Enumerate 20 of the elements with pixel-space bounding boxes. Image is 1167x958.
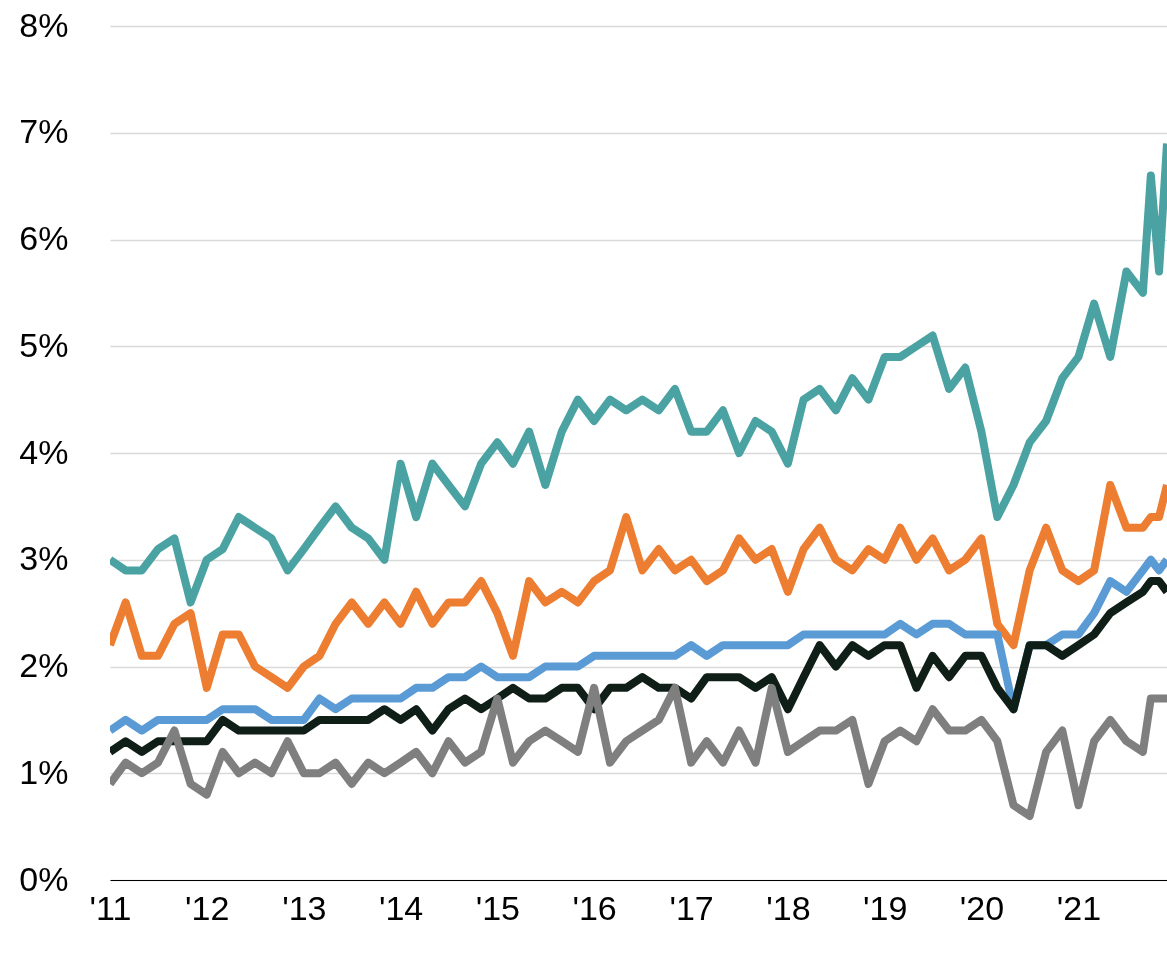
x-tick-label: '17 <box>669 888 714 927</box>
y-tick-label: 4% <box>19 432 69 471</box>
y-tick-label: 8% <box>19 5 69 44</box>
y-tick-label: 3% <box>19 539 69 578</box>
x-tick-label: '21 <box>1056 888 1102 927</box>
x-tick-label: '15 <box>475 888 520 927</box>
y-tick-label: 5% <box>19 325 69 364</box>
x-tick-label: '16 <box>572 888 617 927</box>
y-tick-label: 0% <box>19 859 69 898</box>
x-tick-label: '13 <box>282 888 327 927</box>
x-tick-label: '11 <box>89 888 132 927</box>
y-tick-label: 6% <box>19 219 69 257</box>
y-tick-label: 2% <box>19 646 69 684</box>
x-tick-label: '19 <box>863 888 908 927</box>
x-tick-label: '12 <box>185 888 230 927</box>
x-tick-label: '20 <box>959 888 1005 927</box>
x-tick-label: '14 <box>378 888 424 927</box>
x-tick-label: '18 <box>766 888 811 927</box>
y-tick-label: 1% <box>19 752 69 791</box>
y-tick-label: 7% <box>19 112 69 151</box>
